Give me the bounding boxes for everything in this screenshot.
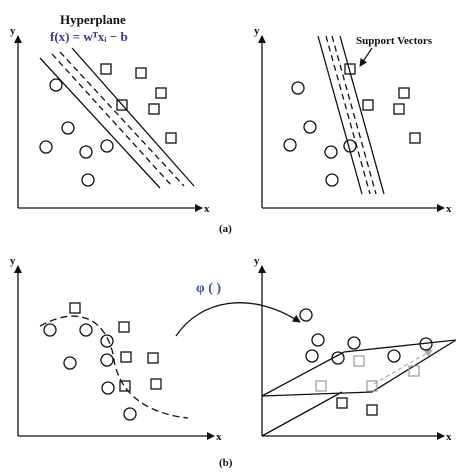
support-vectors-pointer [359,47,373,67]
class-square [119,380,131,392]
z-axis [261,391,343,437]
class-circle [331,351,345,365]
x-axis-label: x [446,203,452,215]
class-circle [61,121,75,135]
class-square [315,380,327,392]
class-circle [343,139,357,153]
panel-a-left: y x Hyperplane f(x) = wᵀxᵢ − b [10,12,210,215]
class-square [116,99,128,111]
class-square [344,63,356,75]
class-circle [81,173,95,187]
separating-plane [261,339,456,397]
x-axis-label: x [446,431,452,443]
x-axis-label: x [216,431,222,443]
class-square [165,132,177,144]
class-circle [100,139,114,153]
y-axis-label: y [254,255,260,267]
class-square [148,103,160,115]
class-circle [63,356,77,370]
hyperplane-line [325,35,371,195]
class-square [362,99,374,111]
margin-line [39,57,161,189]
hyperplane-line [51,53,173,187]
class-circle [123,407,137,421]
class-circle [299,308,313,322]
class-square [100,63,112,75]
class-circle [325,173,339,187]
decision-boundary [39,315,189,419]
class-square [366,404,378,416]
class-circle [324,145,338,159]
class-square [120,351,132,363]
class-circle [283,138,297,152]
class-circle [43,323,57,337]
class-square [408,365,420,377]
hyperplane-line [59,51,185,187]
class-circle [79,145,93,159]
class-square [135,67,147,79]
plane-direction-arrow [373,349,433,385]
caption-a: (a) [219,223,232,235]
hyperplane-title: Hyperplane [60,12,126,27]
class-square [409,132,421,144]
class-square [398,87,410,99]
caption-b: (b) [219,457,233,469]
y-axis-label: y [254,25,260,37]
class-square [118,321,130,333]
class-circle [100,353,114,367]
class-square [393,103,405,115]
class-circle [291,81,305,95]
class-square [155,87,167,99]
class-circle [387,349,401,363]
class-circle [347,336,361,350]
margin-line [71,47,195,187]
class-circle [419,337,433,351]
mapping-arrow [175,302,301,337]
class-square [69,302,81,314]
class-square [366,380,378,392]
support-vectors-label: Support Vectors [356,35,433,47]
class-circle [101,381,115,395]
class-circle [79,323,93,337]
class-circle [303,120,317,134]
class-circle [311,333,325,347]
margin-line [317,35,363,195]
hyperplane-line [331,35,377,195]
class-circle [39,140,53,154]
margin-line [339,35,385,195]
panel-a-right: y x Support Vectors [254,25,452,215]
class-square [353,355,365,367]
class-circle [305,349,319,363]
y-axis-label: y [10,25,16,37]
hyperplane-formula: f(x) = wᵀxᵢ − b [50,29,128,44]
class-circle [100,334,114,348]
panel-b-left: y x [10,255,222,443]
panel-b-right: y x [254,255,456,443]
x-axis-label: x [204,203,210,215]
class-square [147,352,159,364]
class-square [150,378,162,390]
phi-mapping-label: φ ( ) [196,281,221,296]
class-square [336,397,348,409]
y-axis-label: y [10,255,16,267]
class-circle [49,78,63,92]
